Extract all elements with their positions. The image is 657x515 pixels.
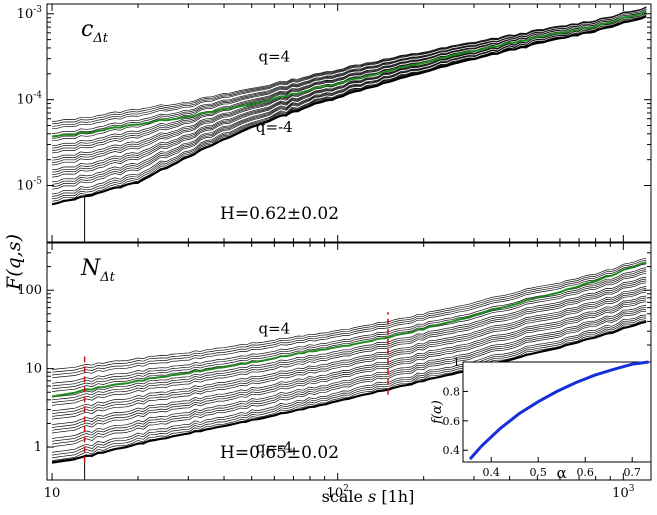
y-tick-label: 10-3	[17, 5, 43, 22]
q-curve	[52, 282, 647, 406]
y-tick-label: 100	[17, 283, 42, 298]
inset-x-tick-label: 0.4	[482, 466, 500, 479]
q-curve	[52, 291, 647, 420]
q-curve	[52, 257, 647, 370]
hurst-annotation: H=0.62±0.02	[220, 204, 339, 224]
hurst-annotation: H=0.65±0.02	[220, 443, 339, 463]
q-curve	[52, 302, 647, 437]
q-label: q=-4	[256, 118, 293, 136]
inset-x-label: α	[557, 464, 567, 482]
q-curve	[52, 295, 647, 426]
x-axis-label: scale s [1h]	[322, 487, 415, 506]
q-curve	[52, 301, 647, 434]
q-curve	[52, 278, 647, 401]
q-curve	[52, 14, 647, 197]
q-curve	[52, 310, 647, 448]
q-curve	[52, 318, 647, 459]
q-curve	[52, 308, 647, 445]
y-axis-label: F(q,s)	[3, 234, 25, 291]
q-label: q=4	[258, 320, 290, 338]
x-tick-label: 103	[612, 484, 635, 501]
y-tick-label: 10	[25, 362, 42, 377]
q-curve	[52, 305, 647, 439]
q-curve	[52, 261, 647, 376]
q-curve	[52, 306, 647, 442]
inset-y-tick-label: 0.8	[443, 385, 461, 398]
q-curve	[52, 263, 647, 379]
q-label: q=4	[258, 47, 290, 65]
y-tick-label: 10-5	[17, 177, 43, 194]
inset-x-tick-label: 0.5	[529, 466, 547, 479]
plot-frame	[46, 3, 652, 243]
q-curve	[52, 10, 647, 161]
q-curve	[52, 259, 647, 373]
panel-inset: 0.4 0.6 0.8 1 0.4 0.5 0.6 0.7 α f(α)	[430, 356, 652, 482]
q-curve	[52, 280, 647, 403]
q-curve	[52, 312, 647, 451]
q-curve	[52, 276, 647, 398]
q-label: q=-4	[256, 439, 293, 457]
inset-x-tick-label: 0.7	[623, 466, 641, 479]
q-curve	[52, 297, 647, 428]
panel-bottom: 1 10 100 10 102 103 NΔt q=4 q=-4H=0.65±0.02	[17, 242, 652, 501]
q-curve	[52, 13, 647, 193]
inset-y-label: f(α)	[430, 400, 445, 425]
q-curve	[52, 265, 647, 382]
fluctuation-curves	[51, 6, 647, 242]
q-curve	[52, 314, 647, 453]
spectrum-curve	[468, 360, 649, 461]
fluctuation-curves	[51, 257, 647, 480]
q-curve	[52, 284, 647, 409]
panel-label: cΔt	[81, 17, 109, 46]
q-curve	[52, 271, 647, 390]
inset-x-tick-label: 0.6	[576, 466, 594, 479]
panel-label: NΔt	[80, 256, 116, 285]
q-curve	[52, 13, 647, 188]
q-curve	[52, 6, 647, 125]
q-curve	[52, 13, 647, 195]
q-curve	[52, 316, 647, 456]
q-curve	[52, 7, 647, 130]
inset-y-tick-label: 0.6	[443, 415, 461, 428]
mid-q-curve	[52, 10, 647, 138]
q-curve	[52, 288, 647, 415]
q-curve	[52, 6, 647, 122]
inset-frame	[462, 361, 652, 463]
y-tick-label: 1	[34, 440, 42, 455]
q-curve	[52, 289, 647, 417]
q-curve	[52, 9, 647, 156]
q-curve	[52, 286, 647, 412]
y-tick-label: 10-4	[17, 91, 43, 108]
q-curve	[52, 13, 647, 190]
q-curve	[52, 299, 647, 431]
inset-y-tick-label: 0.4	[443, 444, 461, 457]
x-tick-label: 10	[44, 486, 61, 501]
q-min-curve	[51, 320, 647, 464]
q-curve	[52, 293, 647, 423]
q-curve	[52, 320, 647, 461]
inset-y-tick-label: 1	[453, 356, 460, 369]
x-tick-label: 102	[327, 484, 349, 501]
q-curve	[52, 8, 647, 142]
q-curve	[52, 269, 647, 387]
q-min-curve	[51, 15, 647, 206]
panel-top: 10-5 10-4 10-3 cΔt q=4 q=-4 H=0.62±0.02	[17, 3, 652, 243]
mid-q-curve	[51, 261, 647, 398]
